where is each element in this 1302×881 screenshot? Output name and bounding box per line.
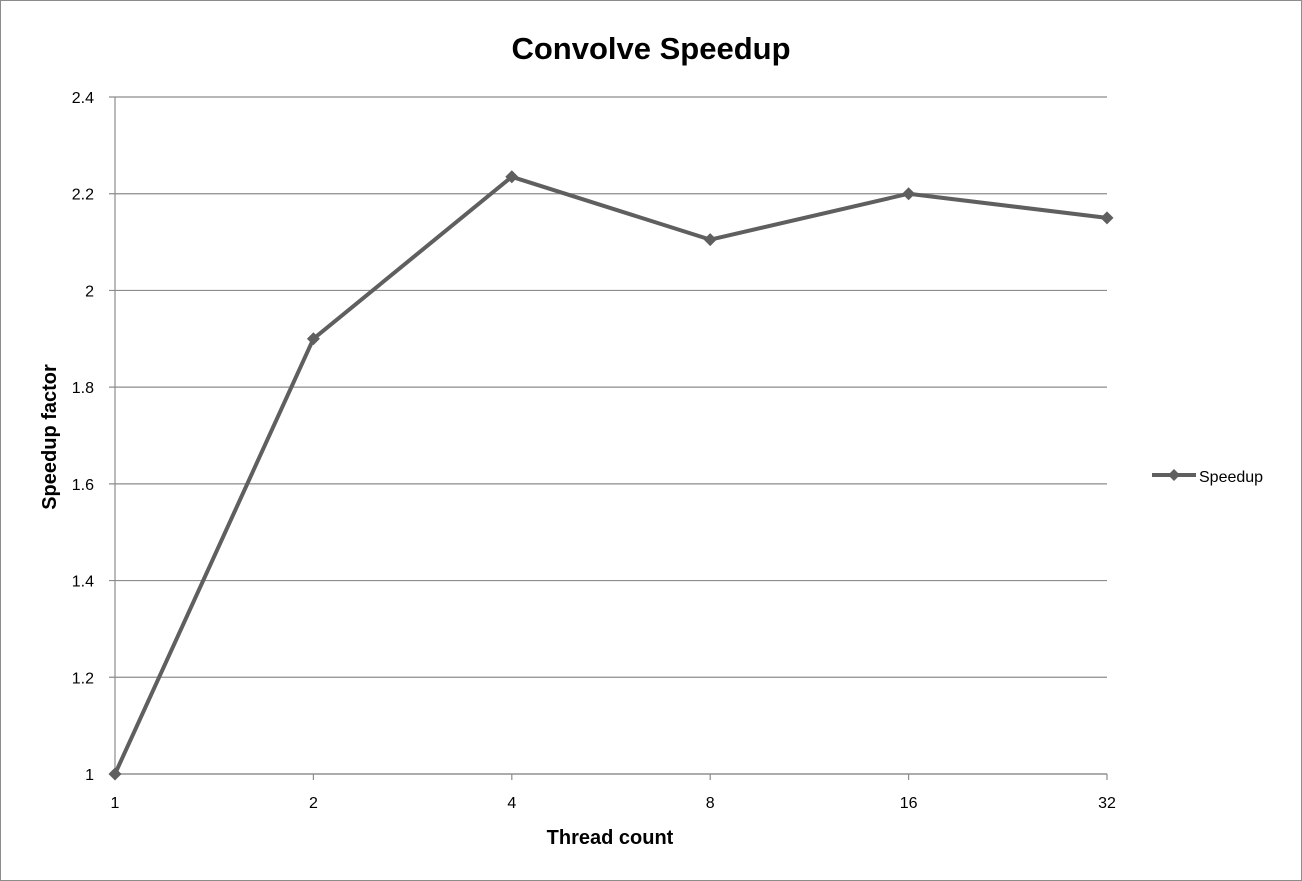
x-tick-labels: 1 2 4 8 16 32 [111,795,1116,812]
x-tick-label: 1 [111,795,120,812]
x-tick-label: 16 [900,795,918,812]
data-point-marker [108,767,122,781]
y-tick-label: 1.2 [72,670,94,687]
data-point-marker [1100,211,1114,225]
chart-title: Convolve Speedup [511,31,790,66]
data-point-marker [505,170,519,184]
y-tick-labels: 1 1.2 1.4 1.6 1.8 2 2.2 2.4 [72,90,94,784]
x-tick-label: 8 [706,795,715,812]
y-tick-label: 1.4 [72,574,94,591]
data-point-marker [902,187,916,201]
x-tick-label: 32 [1098,795,1116,812]
data-point-marker [306,332,320,346]
y-tick-label: 2.2 [72,187,94,204]
axes [114,97,1108,780]
y-tick-label: 1 [85,767,94,784]
y-tick-label: 2.4 [72,90,94,107]
x-tick-label: 2 [309,795,318,812]
x-axis-title: Thread count [547,827,674,849]
y-axis-title: Speedup factor [39,364,61,510]
legend-label: Speedup [1199,469,1263,486]
legend: Speedup [1152,469,1263,486]
y-tick-label: 2 [85,283,94,300]
x-tick-label: 4 [507,795,516,812]
legend-marker-diamond [1168,469,1180,481]
data-point-marker [703,233,717,247]
y-tick-label: 1.8 [72,380,94,397]
series-speedup [108,170,1114,781]
series-line [113,174,1108,775]
y-tick-label: 1.6 [72,477,94,494]
